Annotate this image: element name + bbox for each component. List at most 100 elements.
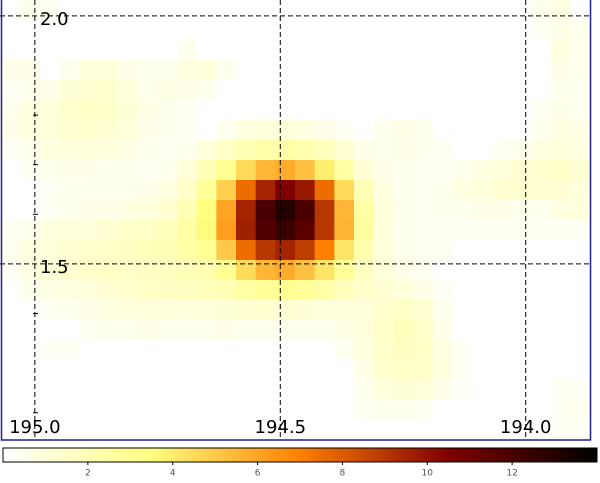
heat-cell (452, 20, 473, 41)
heat-cell (216, 140, 237, 161)
heat-cell (452, 60, 473, 81)
heat-cell (98, 280, 119, 301)
heat-cell (137, 260, 158, 281)
heat-cell (275, 280, 296, 301)
heat-cell (39, 100, 60, 121)
heat-cell (531, 60, 552, 81)
heat-cell (255, 200, 276, 221)
heat-cell (511, 380, 532, 401)
heat-cell (275, 320, 296, 341)
heat-cell (373, 60, 394, 81)
heat-cell (177, 220, 198, 241)
heat-cell (177, 240, 198, 261)
heat-cell (59, 160, 80, 181)
heat-cell (98, 340, 119, 361)
heat-cell (550, 80, 571, 101)
heat-cell (393, 400, 414, 421)
heat-cell (550, 420, 571, 441)
heat-cell (452, 340, 473, 361)
heat-cell (354, 260, 375, 281)
heat-cell (531, 340, 552, 361)
heat-cell (236, 180, 257, 201)
heat-cell (0, 400, 21, 421)
heat-cell (432, 380, 453, 401)
heat-cell (511, 120, 532, 141)
heat-cell (196, 180, 217, 201)
heat-cell (314, 120, 335, 141)
heat-cell (491, 300, 512, 321)
heat-cell (570, 380, 591, 401)
heat-cell (491, 320, 512, 341)
heat-cell (354, 180, 375, 201)
heat-cell (413, 380, 434, 401)
heat-cell (39, 300, 60, 321)
heat-cell (19, 340, 40, 361)
heat-cell (472, 140, 493, 161)
heat-cell (354, 300, 375, 321)
heat-cell (393, 20, 414, 41)
heat-cell (0, 220, 21, 241)
heat-cell (118, 20, 139, 41)
heat-cell (491, 180, 512, 201)
heat-cell (98, 300, 119, 321)
heat-cell (354, 40, 375, 61)
heat-cell (137, 60, 158, 81)
heat-cell (59, 380, 80, 401)
heat-cell (314, 40, 335, 61)
x-tick-label: 195.0 (9, 417, 61, 438)
heat-cell (0, 0, 21, 21)
heat-cell (78, 400, 99, 421)
heat-cell (196, 140, 217, 161)
heat-cell (432, 340, 453, 361)
heat-cell (59, 80, 80, 101)
heat-cell (570, 160, 591, 181)
heat-cell (511, 180, 532, 201)
heat-cell (118, 80, 139, 101)
heat-cell (393, 300, 414, 321)
heat-cell (295, 160, 316, 181)
heat-cell (334, 260, 355, 281)
heat-cell (137, 220, 158, 241)
heat-cell (354, 200, 375, 221)
heat-cell (511, 220, 532, 241)
heat-cell (39, 200, 60, 221)
heat-cell (491, 20, 512, 41)
heat-cell (393, 360, 414, 381)
heat-cell (550, 60, 571, 81)
heat-cell (432, 400, 453, 421)
heat-cell (177, 160, 198, 181)
heat-cell (413, 340, 434, 361)
heat-cell (393, 340, 414, 361)
overlay: 195.0 194.5 194.0 2.0 1.5 (0, 0, 590, 440)
heat-cell (137, 80, 158, 101)
heat-cell (314, 380, 335, 401)
heat-cell (157, 100, 178, 121)
heat-cell (314, 300, 335, 321)
heat-cell (216, 360, 237, 381)
heat-cell (78, 100, 99, 121)
heat-cell (177, 420, 198, 441)
heat-cell (98, 220, 119, 241)
heat-cell (157, 320, 178, 341)
heat-cell (118, 200, 139, 221)
heat-cell (354, 140, 375, 161)
heat-cell (432, 40, 453, 61)
heat-cell (39, 240, 60, 261)
heat-cell (452, 240, 473, 261)
heat-cell (354, 0, 375, 21)
heat-cell (275, 200, 296, 221)
heat-cell (177, 280, 198, 301)
heat-cell (295, 80, 316, 101)
heat-cell (354, 60, 375, 81)
heat-cell (373, 100, 394, 121)
heat-cell (472, 380, 493, 401)
heat-cell (98, 200, 119, 221)
heat-cell (472, 280, 493, 301)
heat-cell (19, 240, 40, 261)
heat-cell (118, 360, 139, 381)
heat-cell (216, 180, 237, 201)
heat-cell (472, 0, 493, 21)
heat-cell (334, 160, 355, 181)
heat-cell (216, 300, 237, 321)
heat-cell (137, 0, 158, 21)
